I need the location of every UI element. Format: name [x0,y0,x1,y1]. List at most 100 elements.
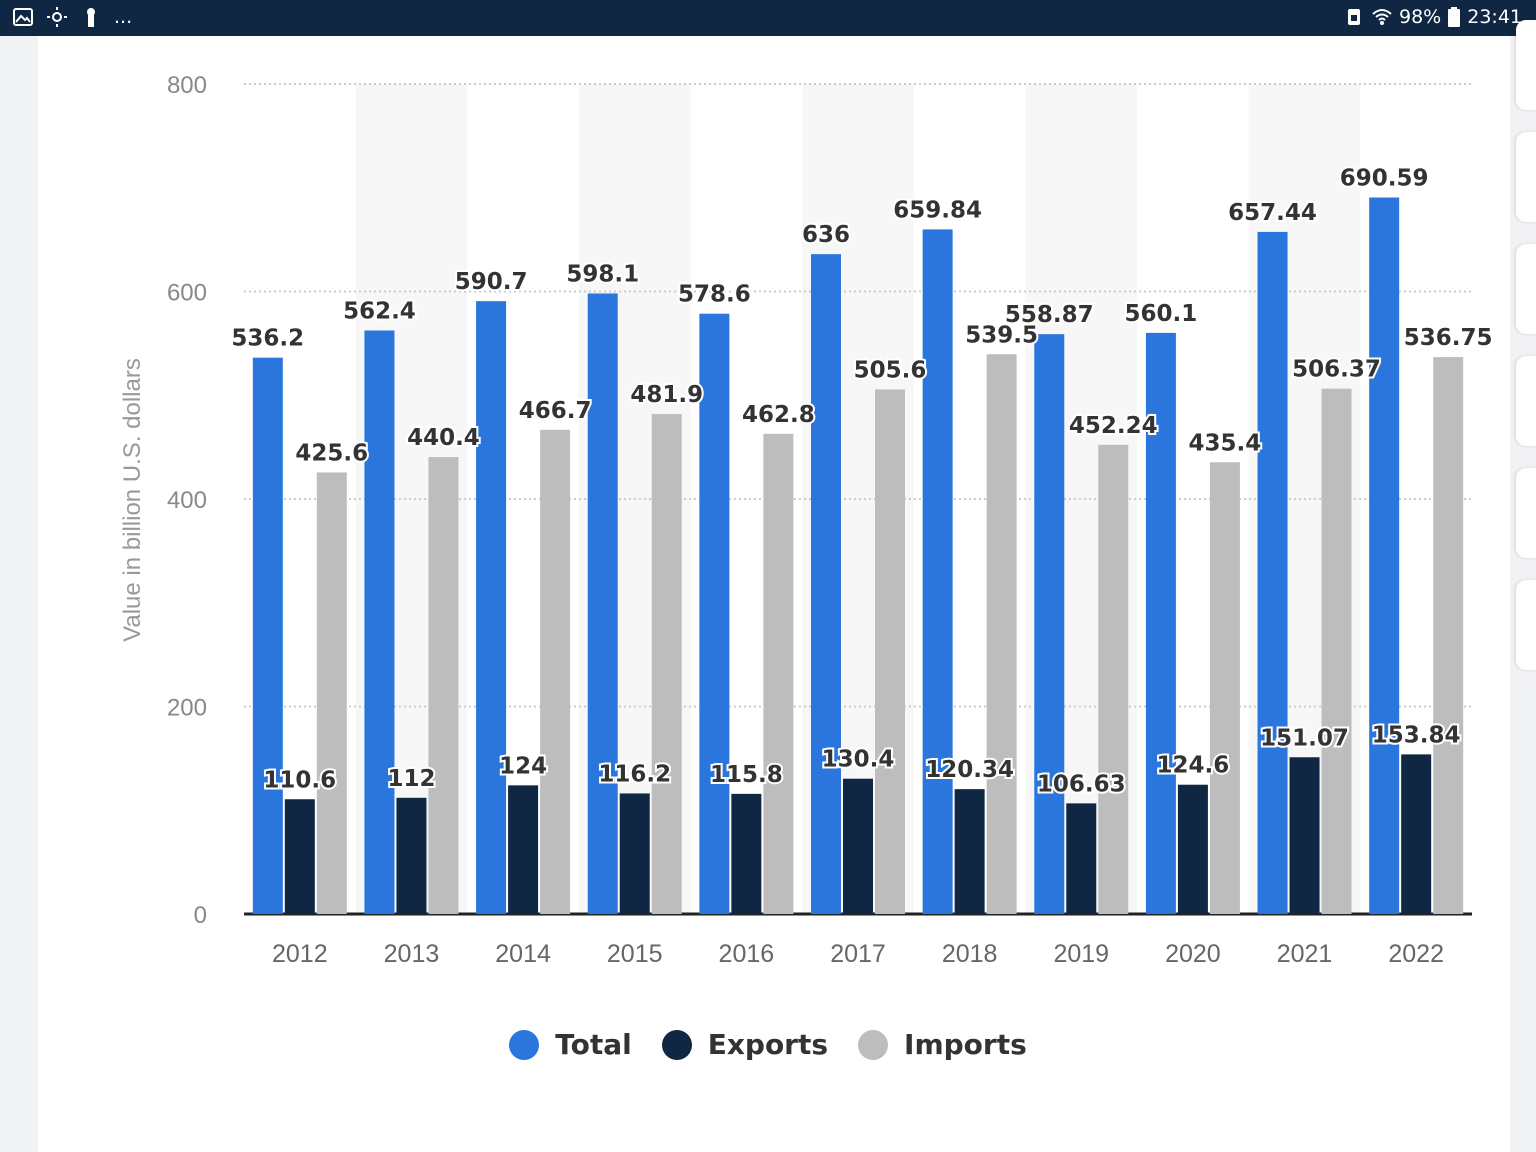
bar-total[interactable] [252,357,283,914]
data-label-imports: 425.6 [295,440,368,466]
side-tab[interactable] [1516,468,1536,558]
data-label-exports: 110.6 [263,767,336,793]
bar-exports[interactable] [508,785,539,914]
legend-label-total: Total [555,1028,632,1061]
data-label-exports: 151.07 [1260,725,1349,751]
data-label-total: 590.7 [455,269,528,295]
wifi-icon [1372,9,1392,25]
data-label-imports: 481.9 [630,382,703,408]
x-tick-label: 2018 [942,940,998,968]
legend-item-exports[interactable]: Exports [661,1028,828,1061]
bar-total[interactable] [699,313,730,914]
bar-total[interactable] [364,330,395,914]
x-tick-label: 2021 [1277,940,1333,968]
data-labels: 536.2 110.6 425.6 562.4 112 440.4 590.7 124 466.… [229,164,1494,800]
data-label-imports: 506.37 [1292,357,1381,383]
data-label-imports: 466.7 [519,398,592,424]
bar-total[interactable] [1145,332,1176,914]
data-label-total: 558.87 [1005,302,1094,328]
data-label-imports: 440.4 [407,425,480,451]
bar-imports[interactable] [540,429,571,914]
bar-imports[interactable] [1433,357,1464,914]
side-tab[interactable] [1516,580,1536,670]
data-label-total: 657.44 [1228,200,1317,226]
x-tick-label: 2017 [830,940,886,968]
bar-imports[interactable] [316,472,347,914]
data-label-total: 659.84 [893,197,982,223]
bar-imports[interactable] [1321,388,1352,914]
bar-exports[interactable] [396,797,427,914]
bar-exports[interactable] [1066,803,1097,914]
bar-imports[interactable] [875,389,905,914]
battery-icon [1448,7,1461,27]
bar-exports[interactable] [1401,754,1432,914]
side-tab[interactable] [1516,244,1536,334]
status-right: 98% 23:41 [1343,6,1522,28]
bar-imports[interactable] [428,457,459,914]
data-label-total: 536.2 [231,326,304,352]
bar-total[interactable] [587,293,618,914]
bar-total[interactable] [476,301,507,914]
bar-imports[interactable] [986,354,1017,914]
data-label-exports: 124.6 [1157,753,1230,779]
y-axis-ticks: 0 200 400 600 800 [167,72,207,929]
bar-exports[interactable] [843,778,873,914]
bar-exports[interactable] [1289,757,1320,914]
y-tick-label: 600 [167,280,207,307]
y-axis-label: Value in billion U.S. dollars [119,358,146,642]
x-tick-label: 2022 [1388,940,1444,968]
bar-exports[interactable] [954,789,985,914]
side-tab[interactable] [1516,132,1536,222]
x-tick-label: 2019 [1053,940,1109,968]
data-label-total: 560.1 [1125,301,1198,327]
status-bar: ... 98% 23:41 [0,0,1536,36]
side-tab[interactable] [1516,356,1536,446]
legend-item-imports[interactable]: Imports [858,1028,1027,1061]
bar-imports[interactable] [651,414,682,914]
legend-dot-imports [858,1029,889,1060]
bar-imports[interactable] [1209,462,1240,914]
bar-total[interactable] [1369,197,1400,914]
y-tick-label: 800 [167,72,207,99]
status-left: ... [12,6,132,28]
clock: 23:41 [1467,6,1522,28]
data-label-exports: 130.4 [822,747,895,773]
bar-total[interactable] [1034,334,1065,914]
keyhole-icon [87,8,95,27]
bar-total[interactable] [811,254,841,914]
data-label-exports: 124 [499,753,547,779]
bars [252,197,1464,914]
data-label-imports: 435.4 [1189,430,1262,456]
data-label-exports: 153.84 [1372,722,1461,748]
legend-item-total[interactable]: Total [509,1028,632,1061]
data-label-exports: 106.63 [1037,771,1126,797]
y-tick-label: 400 [167,487,207,514]
bar-exports[interactable] [731,793,762,914]
data-label-exports: 120.34 [925,757,1014,783]
brightness-icon [47,7,67,27]
bar-exports[interactable] [284,799,315,914]
status-overflow: ... [114,6,133,28]
x-tick-label: 2012 [272,940,328,968]
image-icon [13,8,33,26]
bar-total[interactable] [922,229,953,914]
data-label-total: 562.4 [343,299,416,325]
bar-imports[interactable] [1098,444,1129,914]
data-label-imports: 505.6 [854,357,927,383]
data-label-total: 578.6 [678,282,751,308]
data-label-total: 690.59 [1340,166,1429,192]
legend: Total Exports Imports [0,1028,1536,1061]
bar-exports[interactable] [619,793,650,914]
side-tab[interactable] [1516,20,1536,110]
sim-icon [1348,9,1360,25]
x-axis-ticks: 2012 2013 2014 2015 2016 2017 2018 2019 2020 2021… [272,940,1444,968]
legend-label-imports: Imports [904,1028,1027,1061]
x-tick-label: 2013 [384,940,440,968]
y-tick-label: 0 [194,902,207,929]
bar-total[interactable] [1257,231,1288,914]
bar-imports[interactable] [763,433,794,914]
bar-exports[interactable] [1177,784,1208,914]
x-tick-label: 2020 [1165,940,1221,968]
data-label-exports: 112 [387,766,435,792]
